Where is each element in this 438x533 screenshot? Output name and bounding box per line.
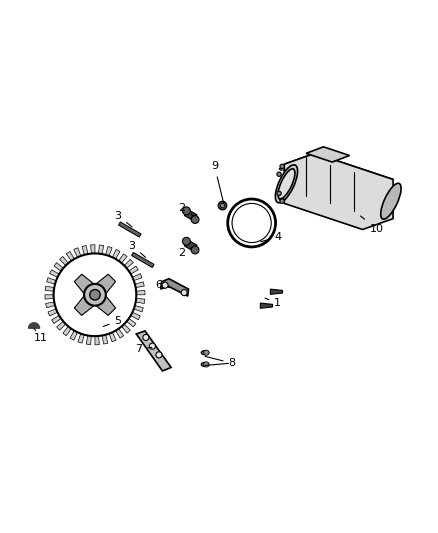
Polygon shape [136, 298, 145, 303]
Circle shape [204, 350, 209, 356]
Polygon shape [74, 289, 100, 316]
Ellipse shape [381, 183, 401, 219]
Polygon shape [74, 274, 100, 300]
Polygon shape [89, 289, 116, 316]
Circle shape [204, 362, 209, 367]
Polygon shape [136, 331, 171, 371]
Text: 3: 3 [128, 240, 145, 257]
Polygon shape [52, 316, 61, 324]
Circle shape [162, 282, 168, 288]
Polygon shape [48, 309, 57, 316]
Polygon shape [131, 253, 154, 268]
Circle shape [191, 246, 199, 254]
Polygon shape [119, 254, 127, 263]
Polygon shape [134, 305, 143, 312]
Polygon shape [95, 336, 99, 345]
Polygon shape [82, 246, 88, 255]
Text: 3: 3 [114, 211, 132, 227]
Polygon shape [270, 289, 283, 294]
Polygon shape [102, 335, 108, 344]
Polygon shape [45, 286, 54, 291]
Circle shape [277, 191, 281, 196]
Circle shape [277, 172, 281, 176]
Circle shape [149, 343, 155, 349]
Ellipse shape [201, 362, 209, 367]
Polygon shape [119, 222, 141, 237]
Polygon shape [113, 249, 120, 259]
Polygon shape [184, 240, 197, 251]
Text: 9: 9 [211, 161, 223, 203]
Circle shape [183, 237, 190, 245]
Text: 8: 8 [205, 357, 236, 368]
Circle shape [183, 207, 190, 215]
Ellipse shape [276, 165, 297, 203]
Polygon shape [135, 282, 144, 288]
Polygon shape [46, 278, 56, 284]
Polygon shape [54, 263, 63, 271]
Polygon shape [57, 321, 66, 330]
Circle shape [156, 352, 162, 358]
Circle shape [181, 289, 187, 296]
Text: 11: 11 [34, 328, 48, 343]
Text: 6: 6 [155, 280, 170, 290]
Polygon shape [284, 154, 393, 230]
Polygon shape [60, 256, 68, 265]
Polygon shape [124, 260, 133, 268]
Ellipse shape [278, 169, 295, 199]
Polygon shape [279, 198, 285, 201]
Circle shape [218, 201, 227, 210]
Circle shape [280, 199, 284, 204]
Polygon shape [136, 290, 145, 295]
Circle shape [191, 215, 199, 223]
Circle shape [90, 289, 100, 300]
Polygon shape [91, 245, 95, 254]
Polygon shape [106, 246, 112, 256]
Circle shape [220, 204, 225, 208]
Polygon shape [116, 329, 124, 338]
Polygon shape [129, 266, 138, 274]
Text: 1: 1 [265, 298, 281, 309]
Polygon shape [78, 334, 84, 343]
Text: 10: 10 [360, 216, 384, 233]
Circle shape [280, 164, 284, 168]
Polygon shape [45, 295, 54, 299]
Polygon shape [49, 270, 59, 277]
Polygon shape [131, 312, 140, 320]
Polygon shape [121, 324, 131, 333]
Text: 2: 2 [178, 203, 194, 216]
Text: 7: 7 [135, 344, 152, 354]
Circle shape [143, 334, 149, 341]
Polygon shape [66, 252, 74, 261]
Ellipse shape [201, 351, 209, 355]
Polygon shape [184, 209, 197, 221]
Polygon shape [74, 248, 81, 257]
Wedge shape [28, 322, 40, 328]
Polygon shape [46, 302, 55, 308]
Polygon shape [70, 330, 78, 340]
Text: 4: 4 [261, 232, 281, 242]
Polygon shape [109, 332, 116, 342]
Polygon shape [127, 319, 136, 327]
Polygon shape [89, 274, 116, 300]
Polygon shape [284, 154, 393, 192]
Polygon shape [99, 245, 104, 254]
Polygon shape [260, 303, 272, 308]
Polygon shape [161, 279, 188, 296]
Circle shape [84, 284, 106, 305]
Polygon shape [132, 273, 142, 281]
Polygon shape [63, 326, 71, 336]
Text: 5: 5 [103, 316, 121, 326]
Text: 2: 2 [178, 247, 193, 259]
Polygon shape [306, 147, 350, 162]
Polygon shape [279, 168, 285, 171]
Polygon shape [86, 335, 92, 345]
